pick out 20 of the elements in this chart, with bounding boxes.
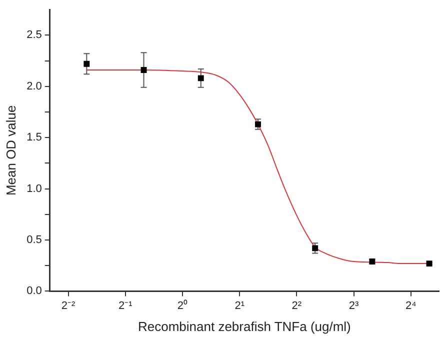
y-tick-label: 2.5	[26, 29, 42, 42]
x-tick-label: 2²	[292, 300, 302, 312]
x-tick-label: 2⁻²	[61, 300, 76, 312]
point	[198, 75, 204, 82]
y-tick-label: 1.0	[26, 182, 42, 195]
y-tick-label: 2.0	[26, 80, 42, 92]
x-tick-label: 2¹	[234, 300, 245, 312]
y-tick-label: 1.5	[26, 132, 42, 144]
x-tick-label: 2⁻¹	[118, 300, 133, 312]
point	[140, 67, 147, 73]
x-axis-title: Recombinant zebrafish TNFa (ug/ml)	[138, 318, 351, 334]
y-tick-label: 0.0	[26, 285, 42, 298]
x-tick-label: 2³	[348, 300, 360, 312]
point	[84, 60, 90, 67]
point	[255, 121, 261, 128]
x-tick-label: 2⁰	[177, 298, 188, 312]
y-tick-label: 0.5	[26, 234, 42, 246]
y-axis-title: Mean OD value	[3, 105, 18, 196]
point	[312, 245, 318, 252]
x-tick-label: 2⁴	[405, 300, 417, 312]
